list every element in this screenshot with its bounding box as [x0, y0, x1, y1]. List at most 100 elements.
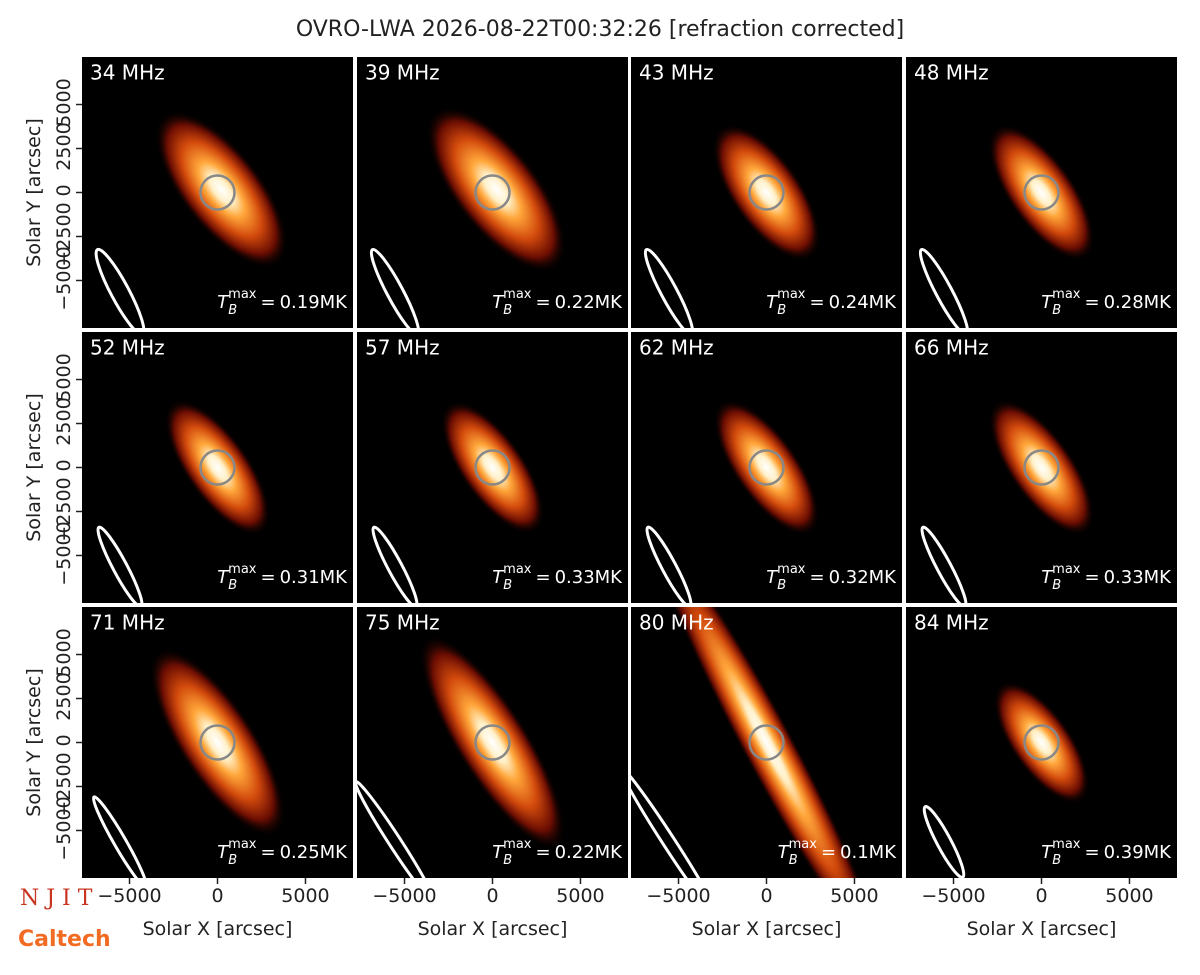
- y-tick-label: 5000: [53, 78, 75, 126]
- tb-max-label: TBmax = 0.25MK: [217, 837, 348, 868]
- emission-image: [712, 123, 821, 262]
- tb-sup: max: [1052, 562, 1081, 577]
- tb-value: 0.22MK: [555, 842, 624, 863]
- tb-eq: =: [1084, 842, 1099, 863]
- emission-image: [988, 124, 1095, 261]
- tb-sub: B: [789, 853, 798, 868]
- solar-disk: [199, 449, 236, 486]
- solar-disk: [748, 449, 785, 486]
- x-tick-label: 0: [1035, 885, 1047, 907]
- tb-symbol: T: [217, 292, 230, 313]
- panel: [82, 332, 353, 603]
- tb-sub: B: [503, 578, 512, 593]
- frequency-label: 48 MHz: [914, 61, 989, 85]
- beam: [918, 247, 970, 328]
- frequency-label: 34 MHz: [90, 61, 165, 85]
- tb-sub: B: [228, 853, 237, 868]
- emission-image: [419, 634, 566, 851]
- y-tick-label: −5000: [53, 246, 75, 310]
- solar-disk: [474, 174, 511, 211]
- tb-max-label: TBmax = 0.1MK: [778, 837, 898, 868]
- panel: [906, 332, 1177, 603]
- y-tick-label: 0: [53, 184, 75, 196]
- y-tick-label: −2500: [53, 202, 75, 266]
- frequency-label: 84 MHz: [914, 611, 989, 635]
- solar-disk: [474, 724, 511, 761]
- tb-eq: =: [260, 292, 275, 313]
- tb-symbol: T: [766, 292, 779, 313]
- beam: [94, 247, 146, 328]
- emission-image: [426, 106, 567, 273]
- panel: [357, 332, 628, 603]
- panel: [631, 607, 902, 878]
- y-tick-label: −2500: [53, 752, 75, 816]
- tb-sup: max: [228, 837, 257, 852]
- tb-sup: max: [1052, 837, 1081, 852]
- frequency-label: 62 MHz: [639, 336, 714, 360]
- tb-eq: =: [260, 842, 275, 863]
- y-tick-label: 2500: [53, 397, 75, 445]
- frequency-label: 52 MHz: [90, 336, 165, 360]
- solar-disk: [474, 449, 511, 486]
- solar-disk: [1023, 724, 1060, 761]
- emission-image: [164, 399, 271, 536]
- tb-sub: B: [777, 578, 786, 593]
- solar-disk: [199, 724, 236, 761]
- y-tick-label: 2500: [53, 672, 75, 720]
- tb-max-label: TBmax = 0.22MK: [492, 837, 623, 868]
- tb-symbol: T: [492, 567, 505, 588]
- beam: [643, 247, 695, 328]
- solar-disk: [748, 174, 785, 211]
- panel: [906, 57, 1177, 328]
- tb-value: 0.31MK: [280, 567, 349, 588]
- emission-image: [713, 399, 820, 536]
- beam: [631, 764, 720, 878]
- frequency-label: 80 MHz: [639, 611, 714, 635]
- x-tick-label: −5000: [97, 885, 161, 907]
- frequency-label: 39 MHz: [365, 61, 440, 85]
- chart-title: OVRO-LWA 2026-08-22T00:32:26 [refraction…: [296, 17, 904, 42]
- tb-symbol: T: [492, 842, 505, 863]
- tb-value: 0.24MK: [829, 292, 898, 313]
- tb-symbol: T: [1041, 842, 1054, 863]
- tb-sub: B: [777, 303, 786, 318]
- tb-value: 0.33MK: [1104, 567, 1173, 588]
- y-axis-label: Solar Y [arcsec]: [23, 118, 45, 266]
- frequency-label: 43 MHz: [639, 61, 714, 85]
- tb-eq: =: [260, 567, 275, 588]
- tb-eq: =: [535, 292, 550, 313]
- frequency-label: 75 MHz: [365, 611, 440, 635]
- solar-disk: [748, 724, 785, 761]
- tb-max-label: TBmax = 0.22MK: [492, 287, 623, 318]
- tb-max-label: TBmax = 0.24MK: [766, 287, 897, 318]
- tb-eq: =: [535, 842, 550, 863]
- tb-value: 0.25MK: [280, 842, 349, 863]
- beam: [357, 780, 437, 878]
- tb-eq: =: [535, 567, 550, 588]
- emission-image: [651, 607, 882, 878]
- tb-symbol: T: [217, 567, 230, 588]
- logo-njit: N J I T: [20, 886, 93, 911]
- x-tick-label: 0: [760, 885, 772, 907]
- tb-value: 0.22MK: [555, 292, 624, 313]
- tb-eq: =: [821, 842, 836, 863]
- x-tick-label: −5000: [646, 885, 710, 907]
- tb-max-label: TBmax = 0.39MK: [1041, 837, 1172, 868]
- tb-sup: max: [777, 562, 806, 577]
- tb-max-label: TBmax = 0.33MK: [492, 562, 623, 593]
- emission-image: [154, 110, 288, 269]
- tb-value: 0.28MK: [1104, 292, 1173, 313]
- tb-value: 0.39MK: [1104, 842, 1173, 863]
- x-tick-label: 0: [211, 885, 223, 907]
- panel: [82, 607, 353, 878]
- solar-disk: [1023, 449, 1060, 486]
- y-tick-label: −5000: [53, 521, 75, 585]
- tb-sub: B: [1052, 853, 1061, 868]
- frequency-label: 71 MHz: [90, 611, 165, 635]
- panel: [631, 332, 902, 603]
- tb-value: 0.19MK: [280, 292, 349, 313]
- tb-max-label: TBmax = 0.33MK: [1041, 562, 1172, 593]
- frequency-label: 57 MHz: [365, 336, 440, 360]
- solar-disk: [1023, 174, 1060, 211]
- tb-eq: =: [809, 567, 824, 588]
